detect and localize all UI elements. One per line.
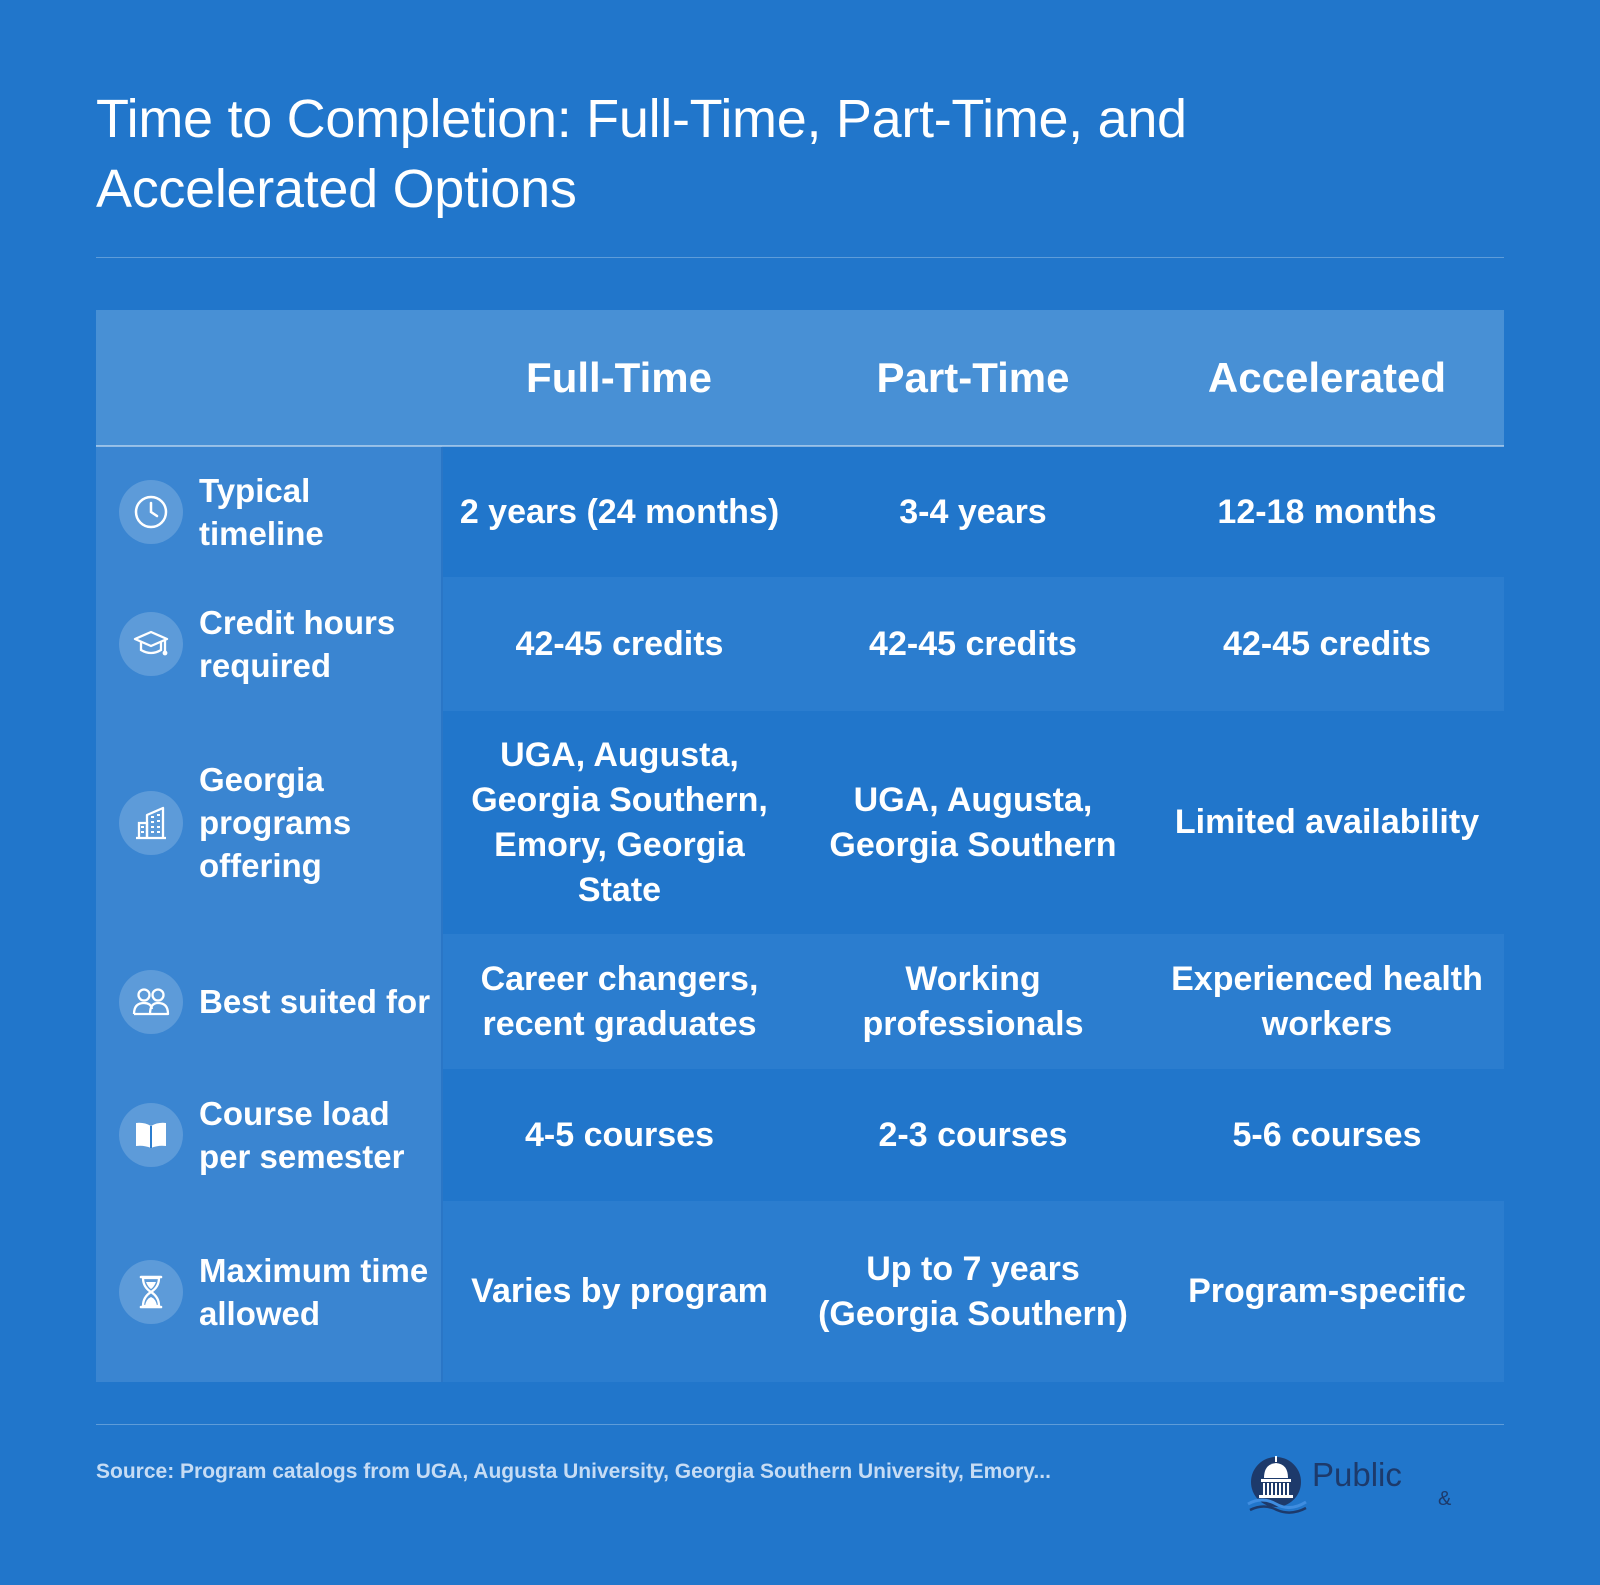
cell-full-time: 2 years (24 months) — [442, 446, 796, 577]
cell-accelerated: Limited availability — [1150, 711, 1504, 934]
table-row: Credit hours required 42-45 credits 42-4… — [96, 577, 1504, 711]
cell-part-time: Up to 7 years (Georgia Southern) — [796, 1201, 1150, 1382]
graduation-cap-icon — [119, 612, 183, 676]
page-title: Time to Completion: Full-Time, Part-Time… — [96, 89, 1187, 219]
row-label-cell: Maximum time allowed — [96, 1201, 443, 1382]
cell-accelerated: 5-6 courses — [1150, 1069, 1504, 1201]
column-header-part-time: Part-Time — [796, 310, 1150, 447]
row-label: Best suited for — [199, 983, 431, 1020]
book-icon — [119, 1103, 183, 1167]
table-header-row: Full-Time Part-Time Accelerated — [96, 310, 1504, 447]
logo-word: Public — [1312, 1456, 1402, 1493]
row-label: Credit hours required — [199, 604, 396, 684]
cell-accelerated: 42-45 credits — [1150, 577, 1504, 711]
clock-icon — [119, 480, 183, 544]
row-label-cell: Credit hours required — [96, 577, 443, 711]
column-header-empty — [96, 310, 442, 447]
column-header-accelerated: Accelerated — [1150, 310, 1504, 447]
row-label-cell: Georgia programs offering — [96, 711, 443, 934]
hourglass-icon — [119, 1259, 183, 1324]
cell-accelerated: 12-18 months — [1150, 446, 1504, 577]
cell-part-time: 42-45 credits — [796, 577, 1150, 711]
footer-divider — [96, 1424, 1504, 1425]
row-label-cell: Course load per semester — [96, 1069, 443, 1201]
table-row: Best suited for Career changers, recent … — [96, 934, 1504, 1069]
building-icon — [119, 790, 183, 855]
cell-accelerated: Experienced health workers — [1150, 934, 1504, 1069]
comparison-table: Full-Time Part-Time Accelerated Typical … — [96, 310, 1504, 1382]
cell-part-time: Working professionals — [796, 934, 1150, 1069]
table-row: Georgia programs offering UGA, Augusta, … — [96, 711, 1504, 934]
cell-accelerated: Program-specific — [1150, 1201, 1504, 1382]
cell-full-time: Career changers, recent graduates — [442, 934, 796, 1069]
row-label: Maximum time allowed — [199, 1251, 429, 1332]
row-label: Typical timeline — [199, 472, 324, 552]
row-label: Course load per semester — [199, 1095, 405, 1175]
logo-ampersand: & — [1438, 1488, 1452, 1510]
title-divider — [96, 257, 1504, 258]
cell-part-time: 3-4 years — [796, 446, 1150, 577]
cell-part-time: 2-3 courses — [796, 1069, 1150, 1201]
cell-part-time: UGA, Augusta, Georgia Southern — [796, 711, 1150, 934]
cell-full-time: 42-45 credits — [442, 577, 796, 711]
table-row: Course load per semester 4-5 courses 2-3… — [96, 1069, 1504, 1201]
logo: Public & — [1246, 1452, 1506, 1518]
source-note: Source: Program catalogs from UGA, Augus… — [96, 1460, 1051, 1483]
table-row: Maximum time allowed Varies by program U… — [96, 1201, 1504, 1382]
people-icon — [119, 969, 183, 1034]
cell-full-time: UGA, Augusta, Georgia Southern, Emory, G… — [442, 711, 796, 934]
row-label-cell: Typical timeline — [96, 446, 443, 577]
row-label: Georgia programs offering — [199, 761, 352, 884]
capitol-dome-icon — [1247, 1456, 1307, 1514]
row-label-cell: Best suited for — [96, 934, 443, 1069]
table-row: Typical timeline 2 years (24 months) 3-4… — [96, 446, 1504, 577]
column-header-full-time: Full-Time — [442, 310, 796, 447]
cell-full-time: 4-5 courses — [442, 1069, 796, 1201]
cell-full-time: Varies by program — [442, 1201, 796, 1382]
